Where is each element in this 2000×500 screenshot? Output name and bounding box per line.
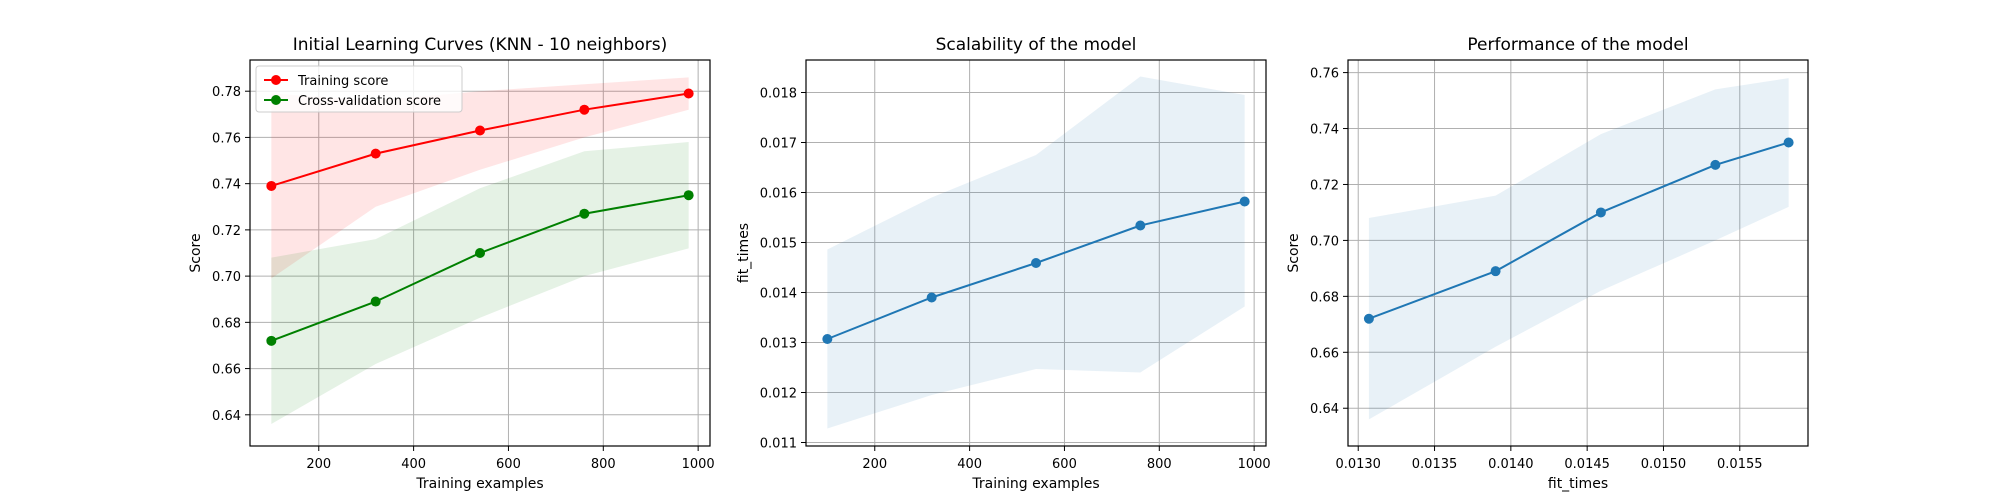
y-axis-label: Score (188, 233, 204, 272)
data-point (1239, 196, 1250, 207)
x-tick-label: 0.0155 (1717, 457, 1763, 472)
legend: Training score Cross-validation score (255, 65, 463, 113)
data-point (683, 88, 694, 99)
y-tick-label: 0.74 (1310, 123, 1339, 138)
y-tick-label: 0.018 (760, 87, 797, 102)
confidence-band (827, 76, 1245, 429)
data-point (822, 334, 833, 344)
chart-title: Performance of the model (1467, 35, 1688, 55)
data-point (370, 296, 381, 307)
confidence-band (1368, 78, 1789, 420)
legend-swatch-marker (271, 75, 281, 85)
y-tick-label: 0.015 (760, 237, 797, 252)
data-point (370, 148, 381, 159)
y-tick-label: 0.70 (1310, 234, 1339, 249)
x-tick-label: 600 (496, 457, 521, 472)
x-tick-label: 0.0150 (1641, 457, 1687, 472)
chart-panel-learning-curves: 200 400 600 800 1000 0.64 0.66 0.68 0.70 0.72 0.74… (188, 35, 715, 492)
chart-title: Scalability of the model (936, 35, 1137, 55)
y-tick-label: 0.017 (760, 137, 797, 152)
data-point (926, 292, 937, 303)
y-tick-label: 0.012 (760, 387, 797, 402)
data-point (579, 104, 590, 115)
y-tick-label: 0.68 (1310, 290, 1339, 305)
data-point (683, 190, 694, 201)
axes-frame (805, 59, 1267, 447)
x-tick-label: 1000 (1238, 457, 1271, 472)
data-point (266, 180, 277, 191)
y-tick-label: 0.64 (1310, 402, 1339, 417)
y-tick-label: 0.72 (212, 224, 241, 239)
y-tick-label: 0.68 (212, 316, 241, 331)
x-tick-label: 600 (1052, 457, 1077, 472)
data-point (1490, 266, 1501, 277)
chart-panel-scalability: 200 400 600 800 1000 0.011 0.012 0.013 0.014 0.01… (736, 35, 1271, 492)
x-tick-label: 0.0135 (1412, 457, 1458, 472)
data-point (1783, 137, 1794, 148)
data-point (1031, 258, 1041, 268)
y-axis-label: fit_times (736, 223, 752, 283)
data-point (1135, 220, 1146, 231)
x-tick-label: 0.0130 (1335, 457, 1381, 472)
x-tick-label: 200 (306, 457, 331, 472)
confidence-band (271, 77, 689, 279)
y-tick-label: 0.011 (760, 437, 797, 452)
data-point (266, 335, 277, 346)
x-tick-label: 400 (957, 457, 982, 472)
x-tick-label: 1000 (682, 457, 715, 472)
x-tick-label: 400 (401, 457, 426, 472)
legend-entry: Cross-validation score (298, 94, 441, 109)
x-axis-label: fit_times (1548, 476, 1608, 492)
y-tick-label: 0.014 (760, 287, 797, 302)
x-tick-label: 0.0140 (1488, 457, 1534, 472)
y-tick-label: 0.76 (212, 131, 241, 146)
y-tick-label: 0.74 (212, 178, 241, 193)
y-axis-label: Score (1286, 233, 1302, 272)
x-tick-label: 0.0145 (1564, 457, 1610, 472)
axes-frame (1347, 59, 1809, 447)
x-axis-label: Training examples (971, 476, 1099, 492)
x-tick-label: 800 (591, 457, 616, 472)
data-point (475, 248, 485, 258)
data-point (1363, 313, 1374, 324)
x-tick-label: 800 (1147, 457, 1172, 472)
legend-box (255, 65, 463, 113)
data-point (475, 125, 485, 136)
y-tick-label: 0.76 (1310, 67, 1339, 82)
data-point (1595, 207, 1606, 218)
y-tick-label: 0.70 (212, 270, 241, 285)
legend-entry: Training score (297, 74, 388, 89)
legend-swatch-marker (271, 95, 281, 105)
y-tick-label: 0.016 (760, 187, 797, 202)
y-tick-label: 0.013 (760, 337, 797, 352)
data-point (579, 208, 590, 219)
y-tick-label: 0.66 (212, 363, 241, 378)
axes-frame (249, 59, 711, 447)
x-tick-label: 200 (862, 457, 887, 472)
chart-panel-performance: 0.0130 0.0135 0.0140 0.0145 0.0150 0.0155 0.64… (1286, 35, 1809, 492)
y-tick-label: 0.72 (1310, 178, 1339, 193)
chart-title: Initial Learning Curves (KNN - 10 neighb… (293, 35, 667, 55)
y-tick-label: 0.78 (212, 85, 241, 100)
y-tick-label: 0.66 (1310, 346, 1339, 361)
x-axis-label: Training examples (415, 476, 543, 492)
data-point (1710, 159, 1721, 170)
y-tick-label: 0.64 (212, 409, 241, 424)
